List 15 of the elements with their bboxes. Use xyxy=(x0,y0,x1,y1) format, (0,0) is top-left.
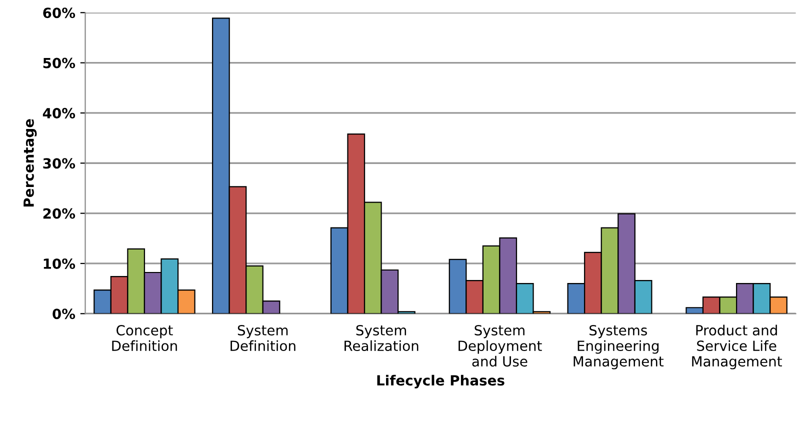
x-tick-label: System Realization xyxy=(344,325,418,352)
y-tick-label: 0% xyxy=(52,308,76,320)
y-tick-label: 50% xyxy=(43,58,76,68)
y-axis-title: Percentage xyxy=(24,119,37,207)
y-tick-label: 40% xyxy=(42,108,76,118)
x-tick-label: System Definition xyxy=(230,325,296,352)
y-tick-label: 10% xyxy=(44,258,76,269)
x-tick-label: System Deployment and Use xyxy=(458,325,542,367)
y-tick-label: 60% xyxy=(43,8,76,18)
x-tick-label: Concept Definition xyxy=(112,325,177,352)
y-tick-label: 30% xyxy=(43,158,76,169)
x-tick-label: Systems Engineering Management xyxy=(574,325,664,370)
x-tick-label: Product and Service Life Management xyxy=(692,324,782,370)
y-tick-label: 20% xyxy=(43,208,76,219)
x-axis-title: Lifecycle Phases xyxy=(377,374,504,388)
